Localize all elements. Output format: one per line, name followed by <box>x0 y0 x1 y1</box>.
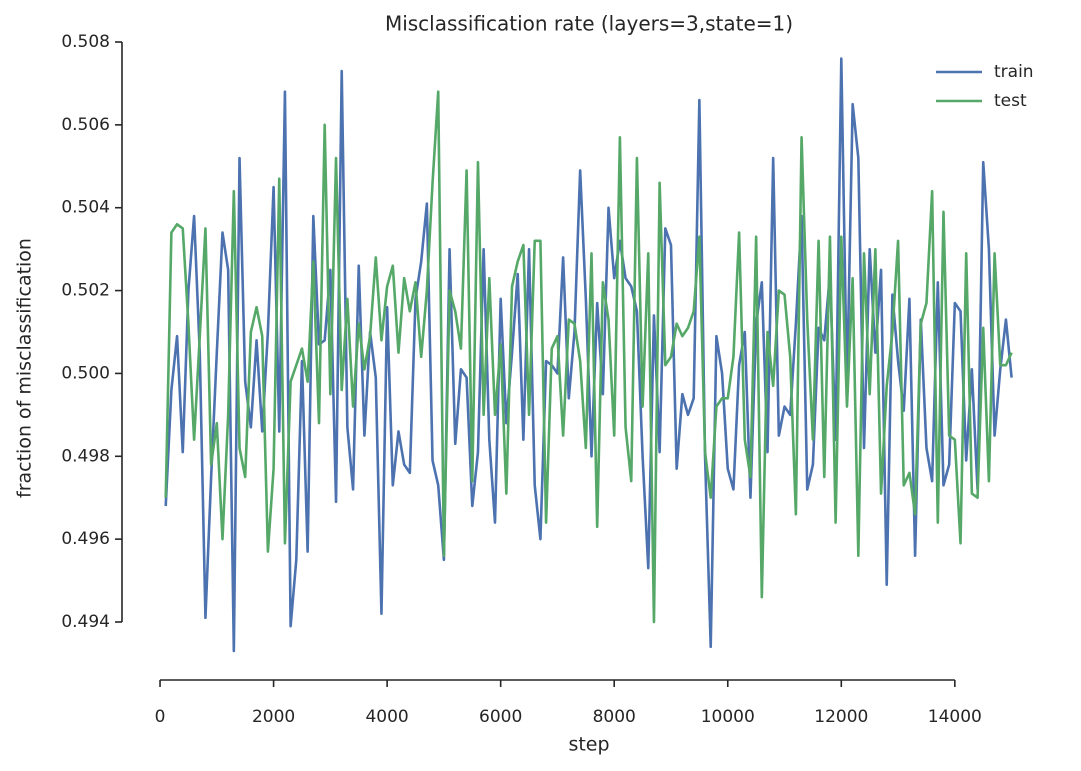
y-tick-label: 0.496 <box>61 529 110 549</box>
y-axis-label: fraction of misclassification <box>14 238 36 498</box>
y-tick-label: 0.508 <box>61 32 110 52</box>
x-tick-label: 10000 <box>701 707 755 727</box>
x-tick-label: 2000 <box>252 707 295 727</box>
x-axis-label: step <box>568 734 609 756</box>
y-tick-label: 0.506 <box>61 115 110 135</box>
x-tick-label: 8000 <box>593 707 636 727</box>
legend-label: train <box>994 62 1034 82</box>
y-tick-label: 0.500 <box>61 363 110 383</box>
y-tick-label: 0.504 <box>61 198 110 218</box>
y-tick-label: 0.502 <box>61 281 110 301</box>
y-tick-label: 0.498 <box>61 446 110 466</box>
legend-label: test <box>994 91 1027 111</box>
x-tick-label: 14000 <box>928 707 982 727</box>
x-tick-label: 6000 <box>479 707 522 727</box>
y-tick-label: 0.494 <box>61 612 110 632</box>
series-line <box>164 90 1013 624</box>
x-tick-label: 4000 <box>365 707 408 727</box>
chart-title: Misclassification rate (layers=3,state=1… <box>385 12 793 36</box>
x-tick-label: 0 <box>155 707 166 727</box>
x-tick-label: 12000 <box>814 707 868 727</box>
